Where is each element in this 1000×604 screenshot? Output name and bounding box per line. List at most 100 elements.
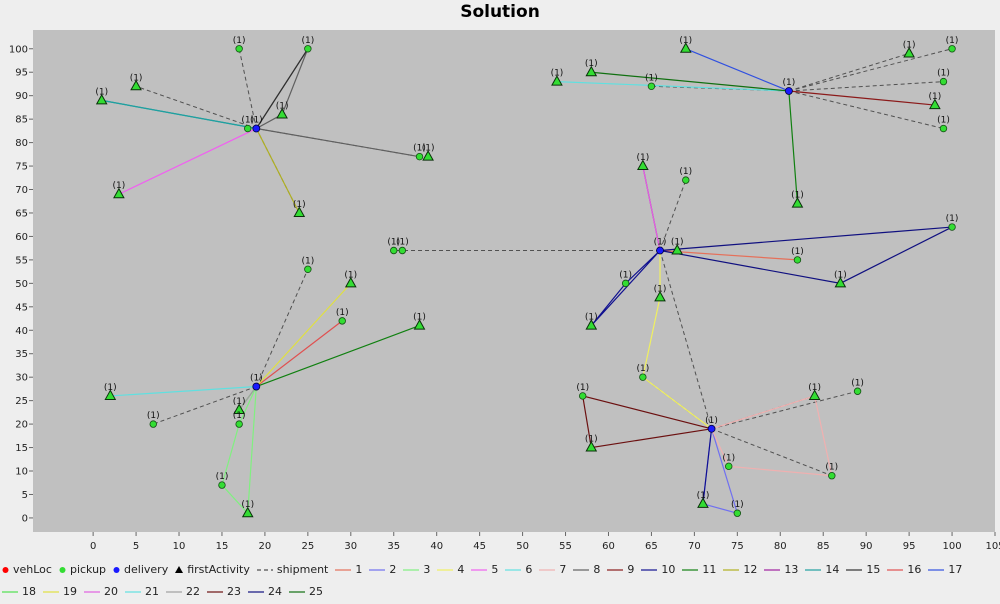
pickup-point	[304, 265, 312, 273]
delivery-point	[656, 246, 664, 255]
point-label: (1)	[233, 411, 246, 421]
legend-item: 21	[125, 582, 159, 602]
legend-swatch	[59, 567, 66, 573]
first-activity-marker	[654, 290, 666, 302]
pickup-point	[338, 317, 346, 325]
x-tick-label: 5	[133, 541, 139, 552]
legend-label: vehLoc	[13, 563, 52, 576]
legend-item: 13	[764, 560, 798, 580]
legend-swatch	[125, 591, 141, 593]
first-activity-marker	[276, 107, 288, 119]
legend-swatch	[607, 569, 624, 571]
legend-label: 8	[593, 563, 601, 576]
legend-swatch	[84, 591, 100, 593]
point-label: (1)	[645, 73, 658, 83]
legend-label: 12	[743, 563, 758, 576]
legend-label: 20	[104, 585, 118, 598]
point-label: (1)	[903, 40, 916, 50]
x-tick-label: 35	[387, 541, 400, 552]
legend-swatch	[573, 569, 590, 571]
y-tick-label: 55	[15, 255, 28, 266]
first-activity-marker	[233, 403, 245, 415]
x-tick-label: 85	[817, 541, 830, 552]
pickup-point	[149, 420, 157, 428]
pickup-point	[647, 82, 656, 90]
legend-item: 25	[289, 582, 323, 602]
legend-label: 15	[866, 563, 881, 576]
legend-label: 2	[389, 563, 397, 576]
first-activity-marker	[671, 243, 684, 255]
legend-label: 5	[491, 563, 499, 576]
first-activity-marker	[903, 46, 915, 58]
y-tick-label: 20	[15, 420, 28, 431]
legend-label: 1	[355, 563, 363, 576]
legend-swatch	[846, 569, 863, 571]
legend-label: firstActivity	[187, 563, 250, 576]
point-label: (1)	[946, 214, 959, 224]
x-tick-label: 20	[259, 541, 272, 552]
legend-swatch	[928, 569, 945, 571]
point-label: (1)	[241, 116, 254, 126]
point-label: (1)	[233, 397, 246, 407]
point-label: (1)	[585, 59, 598, 69]
legend-swatch	[175, 566, 184, 573]
pickup-point	[682, 176, 690, 184]
pickup-point	[244, 124, 252, 133]
legend-label: 24	[268, 585, 282, 598]
x-tick-label: 40	[430, 541, 443, 552]
first-activity-marker	[551, 75, 563, 86]
first-activity-marker	[679, 42, 692, 53]
pickup-point	[733, 509, 742, 517]
legend-item: firstActivity	[175, 560, 250, 580]
legend-item: 20	[84, 582, 118, 602]
point-label: (1)	[104, 383, 117, 393]
point-label: (1)	[825, 463, 838, 473]
point-label: (1)	[782, 78, 795, 88]
first-activity-marker	[422, 150, 434, 161]
shipment-line	[659, 179, 687, 251]
point-label: (1)	[654, 238, 667, 248]
point-label: (1)	[344, 270, 357, 280]
legend-swatch	[805, 569, 822, 571]
pickup-point	[398, 246, 407, 255]
point-label: (1)	[95, 87, 108, 97]
shipment-line	[659, 250, 713, 429]
legend-item: 5	[471, 560, 498, 580]
x-tick-label: 45	[473, 541, 486, 552]
y-tick-label: 90	[15, 91, 28, 102]
pickup-point	[853, 387, 862, 395]
legend-item: 18	[2, 582, 36, 602]
first-activity-marker	[585, 65, 598, 77]
x-tick-label: 15	[216, 541, 229, 552]
point-label: (1)	[250, 116, 263, 126]
y-tick-label: 100	[9, 44, 28, 55]
y-tick-label: 95	[15, 68, 28, 79]
point-label: (1)	[679, 167, 692, 177]
point-label: (1)	[636, 153, 649, 163]
legend-item: 1	[335, 560, 362, 580]
legend-item: 3	[403, 560, 430, 580]
x-tick-label: 0	[90, 541, 96, 552]
first-activity-marker	[344, 276, 357, 288]
point-label: (1)	[413, 313, 426, 323]
y-tick-label: 35	[15, 349, 28, 360]
point-label: (1)	[551, 69, 564, 79]
legend-label: 16	[907, 563, 922, 576]
pickup-point	[235, 45, 243, 53]
legend-swatch	[505, 569, 522, 571]
pickup-point	[579, 392, 587, 400]
legend-swatch	[335, 569, 352, 571]
first-activity-marker	[241, 506, 254, 518]
point-label: (1)	[679, 36, 692, 46]
point-label: (1)	[293, 200, 306, 210]
point-label: (1)	[834, 270, 847, 280]
pickup-point	[390, 246, 398, 255]
legend-swatch	[682, 569, 699, 571]
point-label: (1)	[396, 238, 409, 248]
pickup-point	[415, 152, 424, 161]
pickup-point	[948, 223, 956, 231]
first-activity-marker	[929, 98, 941, 110]
point-labels: (1) (1) (1) (1) (1) (1) (1) (1) (1) (1) (1) (1) (1) (…	[95, 36, 958, 510]
legend-label: 6	[525, 563, 533, 576]
pickup-point	[939, 77, 948, 86]
